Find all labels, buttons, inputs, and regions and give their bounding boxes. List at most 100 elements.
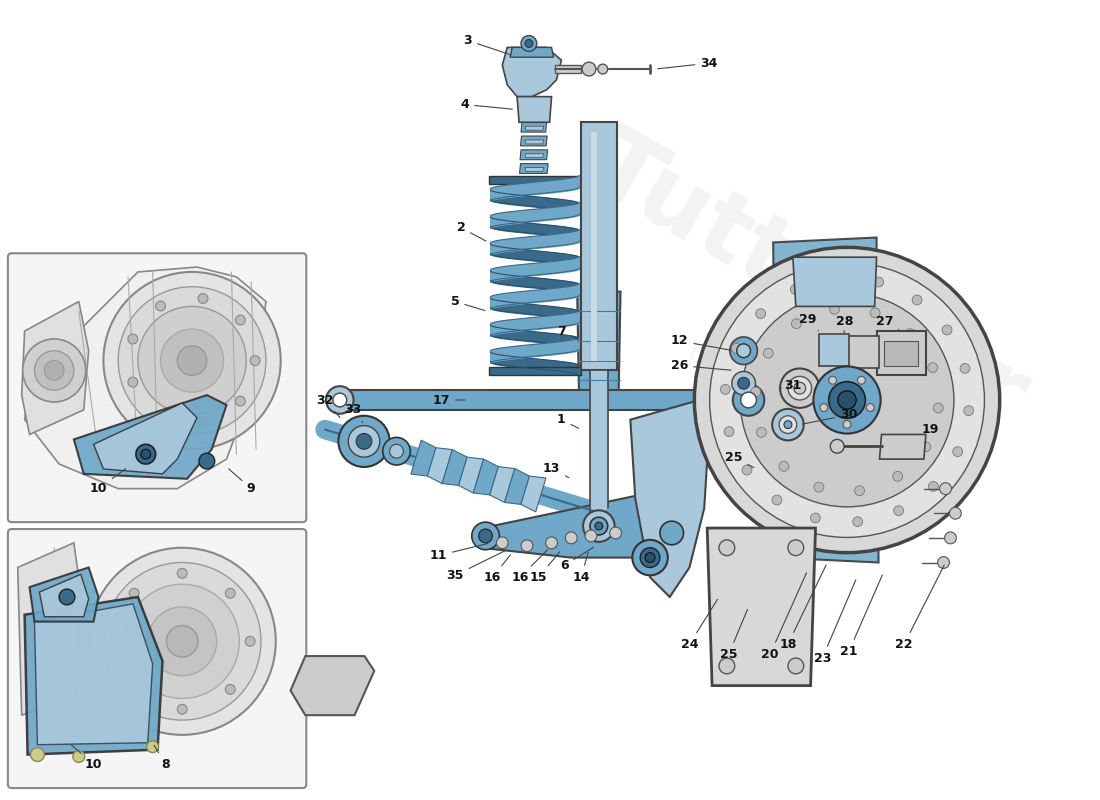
- Circle shape: [632, 540, 668, 575]
- Circle shape: [694, 247, 1000, 553]
- Polygon shape: [505, 469, 529, 504]
- Polygon shape: [877, 331, 926, 375]
- Circle shape: [852, 517, 862, 526]
- Circle shape: [732, 371, 756, 395]
- Polygon shape: [521, 122, 547, 132]
- Text: 33: 33: [344, 403, 363, 422]
- Circle shape: [719, 540, 735, 556]
- Polygon shape: [525, 140, 543, 144]
- Circle shape: [59, 589, 75, 605]
- Text: 9: 9: [229, 469, 255, 495]
- Polygon shape: [24, 597, 163, 754]
- Circle shape: [177, 569, 187, 578]
- Text: passion for: passion for: [684, 338, 853, 422]
- Circle shape: [788, 376, 812, 400]
- Text: 28: 28: [836, 314, 854, 333]
- Circle shape: [740, 392, 757, 408]
- Circle shape: [784, 421, 792, 429]
- Circle shape: [34, 350, 74, 390]
- Polygon shape: [737, 378, 763, 422]
- Polygon shape: [94, 403, 197, 474]
- Polygon shape: [525, 126, 543, 130]
- Circle shape: [867, 404, 875, 411]
- Polygon shape: [525, 167, 543, 171]
- Circle shape: [109, 636, 119, 646]
- Circle shape: [820, 404, 827, 411]
- Circle shape: [565, 532, 578, 544]
- Circle shape: [763, 348, 773, 358]
- Circle shape: [779, 462, 789, 471]
- Circle shape: [129, 685, 139, 694]
- Polygon shape: [519, 164, 548, 174]
- Circle shape: [235, 315, 245, 325]
- Polygon shape: [707, 528, 815, 686]
- Circle shape: [245, 636, 255, 646]
- Polygon shape: [521, 476, 546, 512]
- Circle shape: [945, 532, 956, 544]
- Text: 17: 17: [432, 394, 465, 406]
- Circle shape: [710, 262, 984, 538]
- Circle shape: [779, 416, 796, 434]
- Circle shape: [794, 382, 805, 394]
- Text: 29: 29: [799, 313, 818, 331]
- Polygon shape: [847, 336, 879, 369]
- Circle shape: [590, 518, 607, 535]
- Circle shape: [838, 391, 856, 409]
- Text: 32: 32: [317, 394, 340, 418]
- Text: 25: 25: [720, 610, 748, 661]
- Circle shape: [640, 548, 660, 567]
- Circle shape: [597, 64, 607, 74]
- Circle shape: [757, 427, 767, 438]
- Circle shape: [733, 384, 764, 416]
- Circle shape: [732, 343, 741, 354]
- Circle shape: [595, 522, 603, 530]
- Circle shape: [546, 537, 558, 549]
- Polygon shape: [630, 400, 710, 597]
- Circle shape: [855, 486, 865, 496]
- Text: 10: 10: [72, 745, 102, 771]
- Polygon shape: [30, 567, 99, 622]
- Text: 15: 15: [530, 552, 560, 584]
- Circle shape: [729, 337, 758, 365]
- Polygon shape: [411, 440, 436, 476]
- Text: 7: 7: [557, 325, 579, 340]
- Polygon shape: [590, 370, 607, 518]
- Polygon shape: [517, 97, 551, 122]
- Text: 16: 16: [484, 555, 510, 584]
- Bar: [488, 177, 581, 184]
- Polygon shape: [427, 448, 452, 483]
- Circle shape: [582, 62, 596, 76]
- Circle shape: [118, 286, 266, 434]
- Text: 3: 3: [463, 34, 509, 54]
- Circle shape: [788, 658, 804, 674]
- Circle shape: [147, 607, 217, 676]
- Text: Tuttoferr: Tuttoferr: [573, 119, 1043, 444]
- Circle shape: [742, 465, 752, 475]
- Text: 23: 23: [814, 580, 856, 665]
- Circle shape: [155, 410, 165, 420]
- Polygon shape: [510, 47, 553, 58]
- Polygon shape: [74, 395, 227, 478]
- Circle shape: [198, 418, 208, 428]
- Polygon shape: [581, 122, 617, 370]
- Text: 21: 21: [840, 575, 882, 658]
- Circle shape: [788, 540, 804, 556]
- Polygon shape: [22, 302, 89, 434]
- Circle shape: [949, 507, 961, 519]
- Circle shape: [756, 309, 766, 318]
- Circle shape: [939, 482, 952, 494]
- Polygon shape: [554, 65, 581, 73]
- Polygon shape: [525, 154, 543, 158]
- Text: 8: 8: [154, 745, 169, 771]
- Circle shape: [843, 421, 851, 428]
- Text: 26: 26: [671, 359, 732, 372]
- Circle shape: [89, 548, 276, 735]
- Polygon shape: [340, 390, 778, 410]
- Text: 10: 10: [90, 469, 125, 495]
- Circle shape: [772, 409, 804, 440]
- Circle shape: [349, 426, 379, 457]
- Text: 14: 14: [572, 552, 590, 584]
- Circle shape: [893, 471, 903, 482]
- Text: 4: 4: [461, 98, 513, 111]
- Circle shape: [719, 658, 735, 674]
